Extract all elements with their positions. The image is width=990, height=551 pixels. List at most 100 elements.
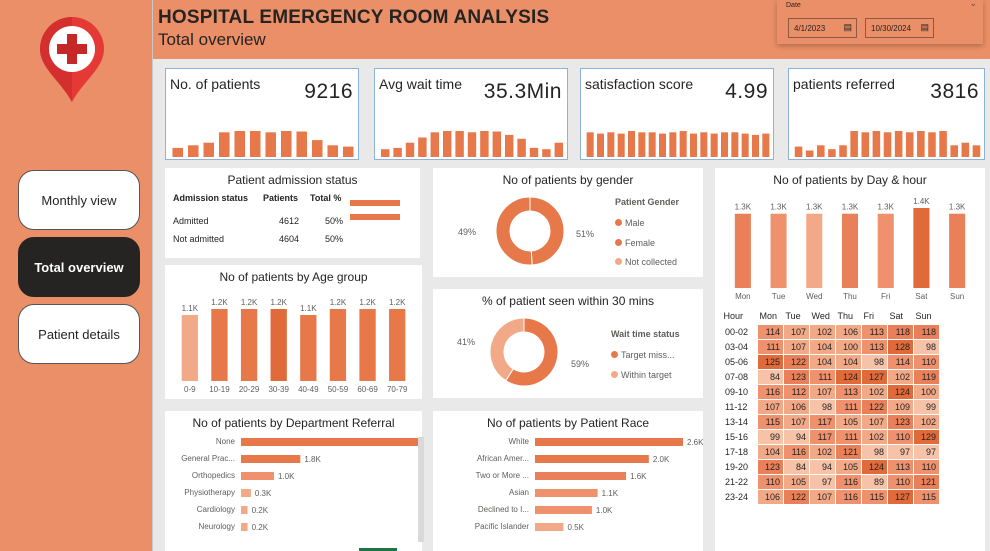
- bar[interactable]: [535, 489, 598, 497]
- bar[interactable]: [877, 213, 894, 288]
- admission-share-bar: [350, 214, 400, 220]
- department-bar-chart[interactable]: None5.4KGeneral Prac...1.8KOrthopedics1.…: [165, 437, 422, 547]
- table-row[interactable]: 09-10 116 112 107 113 102 124 100: [721, 383, 940, 400]
- heatmap-cell: 129: [913, 428, 940, 445]
- heatmap-cell: 107: [783, 413, 810, 430]
- axis-tick-label: African Amer...: [477, 454, 529, 463]
- date-range-slicer[interactable]: Date ⌄ 4/1/2023 ▤ 10/30/2024 ▤: [777, 0, 983, 44]
- bar[interactable]: [949, 213, 966, 288]
- age-group-bar-chart[interactable]: 1.1K 0-9 1.2K 10-19 1.2K 20-29 1.2K 30-39 1.1K 40…: [165, 287, 422, 397]
- card-title: Patient admission status: [227, 173, 358, 187]
- scrollbar[interactable]: [418, 437, 424, 542]
- date-slicer-label: Date: [786, 2, 801, 9]
- heatmap-cell: 84: [757, 368, 784, 385]
- start-date-input[interactable]: 4/1/2023 ▤: [788, 18, 857, 38]
- bar[interactable]: [241, 506, 248, 514]
- bar[interactable]: [181, 315, 198, 381]
- bar[interactable]: [535, 455, 649, 463]
- kpi-card-referred[interactable]: patients referred 3816: [788, 68, 985, 160]
- table-row[interactable]: 19-20 123 84 94 105 124 113 110: [721, 458, 940, 475]
- kpi-card-satisfaction[interactable]: satisfaction score 4.99: [580, 68, 774, 160]
- calendar-icon[interactable]: ▤: [920, 22, 929, 32]
- spark-bar: [455, 131, 464, 157]
- table-row[interactable]: 07-08 84 123 111 124 127 102 119: [721, 368, 940, 385]
- bar[interactable]: [270, 309, 287, 381]
- donut-slice[interactable]: [505, 317, 559, 387]
- bar[interactable]: [241, 523, 248, 531]
- patient-race-card[interactable]: No of patients by Patient Race White 2.6K…: [433, 411, 703, 551]
- table-row[interactable]: 05-06 125 122 104 104 98 114 110: [721, 353, 940, 370]
- bar[interactable]: [770, 213, 787, 288]
- bar[interactable]: [913, 208, 930, 288]
- bar[interactable]: [240, 309, 258, 381]
- kpi-card-wait-time[interactable]: Avg wait time 35.3Min: [374, 68, 568, 160]
- bar[interactable]: [329, 309, 347, 381]
- department-referral-card[interactable]: No of patients by Department Referral No…: [165, 411, 424, 551]
- chevron-down-icon[interactable]: ⌄: [969, 0, 977, 8]
- heatmap-cell: 100: [913, 383, 940, 400]
- day-hour-heatmap-table[interactable]: Hour Mon Tue Wed Thu Fri Sat Sun 00-02 114 107 102 1…: [721, 308, 940, 505]
- bar[interactable]: [241, 489, 251, 497]
- bar[interactable]: [300, 315, 317, 381]
- bar[interactable]: [211, 309, 228, 381]
- admission-status-table[interactable]: Patient admission status Admission statu…: [165, 168, 420, 258]
- table-row[interactable]: 17-18 104 116 102 121 98 97 97: [721, 443, 940, 460]
- nav-total-overview-button[interactable]: Total overview: [18, 237, 140, 297]
- kpi-card-patients[interactable]: No. of patients 9216: [165, 68, 359, 160]
- legend-item[interactable]: Male: [615, 213, 645, 231]
- bar[interactable]: [535, 506, 592, 514]
- race-bar-chart[interactable]: White 2.6K African Amer... 2.0K Two or More …: [433, 437, 703, 547]
- donut-slice[interactable]: [495, 196, 533, 266]
- donut-slice[interactable]: [489, 317, 525, 382]
- bar[interactable]: [241, 455, 301, 463]
- heatmap-cell: 104: [835, 353, 862, 370]
- end-date-input[interactable]: 10/30/2024 ▤: [865, 18, 934, 38]
- table-row[interactable]: 23-24 106 122 107 116 115 127 115: [721, 488, 940, 505]
- table-row[interactable]: 03-04 111 107 104 100 113 128 98: [721, 338, 940, 355]
- wait-30-donut-card[interactable]: % of patient seen within 30 mins 41% 59%…: [433, 289, 703, 398]
- day-bar-chart[interactable]: 1.3K Mon 1.3K Tue 1.3K Wed 1.3K Thu 1.3K Fri 1.4K S…: [715, 190, 985, 302]
- card-title: No of patients by Day & hour: [773, 173, 927, 187]
- bar[interactable]: [535, 523, 564, 531]
- table-row[interactable]: 15-16 99 94 117 111 102 110 129: [721, 428, 940, 445]
- spark-bar: [187, 145, 199, 157]
- legend-item[interactable]: Female: [615, 233, 655, 251]
- spark-bar: [342, 146, 354, 157]
- bar[interactable]: [241, 472, 274, 480]
- wait-30-donut-chart[interactable]: [489, 317, 559, 387]
- heatmap-cell: 84: [783, 458, 810, 475]
- legend-item[interactable]: Within target: [611, 365, 672, 383]
- table-row[interactable]: 11-12 107 106 98 111 122 109 99: [721, 398, 940, 415]
- spark-bar: [249, 131, 261, 157]
- table-row[interactable]: 21-22 110 105 97 116 89 110 121: [721, 473, 940, 490]
- age-group-bar-card[interactable]: No of patients by Age group 1.1K 0-9 1.2K 1…: [165, 265, 422, 399]
- table-row[interactable]: 13-14 115 107 117 105 107 123 102: [721, 413, 940, 430]
- bar[interactable]: [389, 309, 406, 381]
- bar[interactable]: [359, 309, 376, 381]
- nav-patient-details-button[interactable]: Patient details: [18, 304, 140, 364]
- bar[interactable]: [535, 438, 683, 446]
- bar[interactable]: [535, 472, 627, 480]
- page-title: HOSPITAL EMERGENCY ROOM ANALYSIS: [158, 7, 550, 28]
- bar[interactable]: [806, 213, 823, 288]
- kpi-sparkline: [380, 131, 564, 157]
- donut-slice[interactable]: [529, 196, 565, 266]
- hour-cell: 09-10: [721, 383, 758, 400]
- legend-item[interactable]: Target miss...: [611, 345, 675, 363]
- bar[interactable]: [241, 438, 419, 446]
- nav-monthly-view-button[interactable]: Monthly view: [18, 170, 140, 230]
- spark-bar: [234, 131, 246, 157]
- table-row[interactable]: 00-02 114 107 102 106 113 118 118: [721, 323, 940, 340]
- spark-bar: [492, 131, 502, 157]
- gender-donut-chart[interactable]: [495, 196, 565, 266]
- gender-donut-card[interactable]: No of patients by gender 49% 51% Patient…: [433, 168, 703, 277]
- heatmap-cell: 104: [809, 338, 836, 355]
- calendar-icon[interactable]: ▤: [843, 22, 852, 32]
- legend-item[interactable]: Not collected: [615, 252, 677, 270]
- heatmap-cell: 110: [887, 473, 914, 490]
- bar[interactable]: [841, 213, 859, 288]
- axis-tick-label: Asian: [509, 488, 529, 497]
- bar[interactable]: [734, 213, 751, 288]
- day-hour-card[interactable]: No of patients by Day & hour 1.3K Mon 1.3K…: [715, 168, 985, 551]
- heatmap-cell: 119: [913, 368, 940, 385]
